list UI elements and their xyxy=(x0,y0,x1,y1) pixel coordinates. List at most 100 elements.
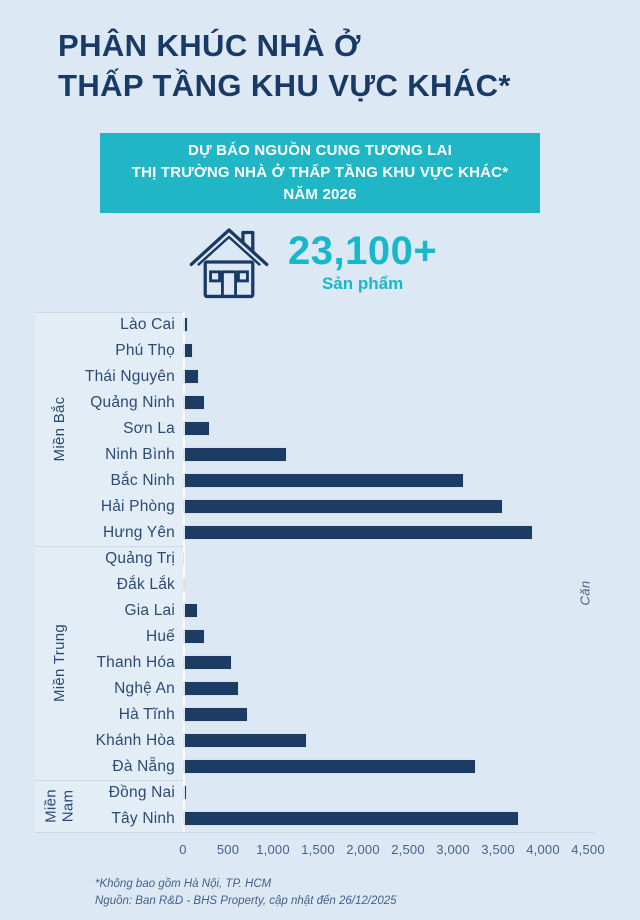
bar-track xyxy=(183,728,595,754)
bar-track xyxy=(183,338,595,364)
category-label: Ninh Bình xyxy=(105,446,175,463)
category-label: Quảng Ninh xyxy=(90,394,175,411)
chart-row: Thái Nguyên xyxy=(35,364,595,390)
bar-track xyxy=(183,806,595,832)
bar xyxy=(183,811,519,826)
bar-track xyxy=(183,494,595,520)
bar xyxy=(183,707,248,722)
chart-row: Quảng Ninh xyxy=(35,390,595,416)
bar-track xyxy=(183,702,595,728)
category-label: Thái Nguyên xyxy=(84,368,175,385)
x-axis: 0 500 1,000 1,500 2,000 2,500 3,000 3,500 4,000 4… xyxy=(179,833,604,863)
page-title: PHÂN KHÚC NHÀ Ở THẤP TẦNG KHU VỰC KHÁC* xyxy=(58,26,598,105)
category-label: Phú Thọ xyxy=(115,342,175,359)
chart-group: Miền Trung Quảng Trị Đắk Lắk Gia Lai Huế Than… xyxy=(35,546,595,780)
bar xyxy=(183,421,210,436)
x-axis-tick: 3,500 xyxy=(481,842,515,857)
bar-track xyxy=(183,546,595,572)
chart-row: Hà Tĩnh xyxy=(35,702,595,728)
category-label: Hưng Yên xyxy=(102,524,175,541)
house-icon xyxy=(189,228,269,299)
category-label: Lào Cai xyxy=(120,316,175,333)
bar-track xyxy=(183,754,595,780)
chart-row: Hải Phòng xyxy=(35,494,595,520)
bar xyxy=(183,369,199,384)
category-label: Huế xyxy=(145,628,175,645)
chart-plot-area: Miền Bắc Lào Cai Phú Thọ Thái Nguyên Quảng N… xyxy=(35,312,595,833)
subtitle-banner: DỰ BÁO NGUỒN CUNG TƯƠNG LAI THỊ TRƯỜNG N… xyxy=(100,133,540,213)
bar-track xyxy=(183,780,595,806)
bar-track xyxy=(183,390,595,416)
bar xyxy=(183,473,464,488)
bar xyxy=(183,577,186,592)
category-label: Tây Ninh xyxy=(111,810,175,827)
banner-line3: NĂM 2026 xyxy=(283,185,357,203)
chart-row: Quảng Trị xyxy=(35,546,595,572)
y-axis-unit-label: Căn xyxy=(577,580,593,606)
bar xyxy=(183,785,187,800)
category-label: Quảng Trị xyxy=(105,550,175,567)
bar-track xyxy=(183,572,595,598)
banner-line1: DỰ BÁO NGUỒN CUNG TƯƠNG LAI xyxy=(188,142,452,160)
chart-row: Sơn La xyxy=(35,416,595,442)
category-label: Bắc Ninh xyxy=(110,472,175,489)
total-supply-stat: 23,100+ Sản phẩm xyxy=(188,220,488,304)
x-axis-tick: 0 xyxy=(179,842,187,857)
chart-row: Lào Cai xyxy=(35,312,595,338)
chart-row: Đắk Lắk xyxy=(35,572,595,598)
bar-track xyxy=(183,312,595,338)
bar xyxy=(183,317,188,332)
category-label: Gia Lai xyxy=(124,602,175,619)
category-label: Nghệ An xyxy=(114,680,175,697)
chart-row: Ninh Bình xyxy=(35,442,595,468)
chart-row: Hưng Yên xyxy=(35,520,595,546)
category-label: Sơn La xyxy=(123,420,175,437)
category-label: Hà Tĩnh xyxy=(118,706,175,723)
category-label: Hải Phòng xyxy=(100,498,175,515)
chart-row: Thanh Hóa xyxy=(35,650,595,676)
chart-group: Miền Nam Đồng Nai Tây Ninh xyxy=(35,780,595,832)
bar xyxy=(183,681,239,696)
bar xyxy=(183,629,205,644)
chart-row: Bắc Ninh xyxy=(35,468,595,494)
x-axis-tick: 4,500 xyxy=(571,842,605,857)
x-axis-tick: 4,000 xyxy=(526,842,560,857)
stat-text: 23,100+ Sản phẩm xyxy=(288,230,437,294)
bar-track xyxy=(183,676,595,702)
chart-row: Gia Lai xyxy=(35,598,595,624)
bar-track xyxy=(183,650,595,676)
bar-chart: Miền Bắc Lào Cai Phú Thọ Thái Nguyên Quảng N… xyxy=(35,312,605,863)
stat-unit: Sản phẩm xyxy=(321,274,404,293)
bar-track xyxy=(183,364,595,390)
bar xyxy=(183,343,193,358)
footnote: *Không bao gồm Hà Nội, TP. HCM xyxy=(95,878,272,890)
bar xyxy=(183,551,185,566)
bar xyxy=(183,499,503,514)
bar-track xyxy=(183,624,595,650)
bar xyxy=(183,525,534,540)
page-title-line1: PHÂN KHÚC NHÀ Ở xyxy=(58,28,361,63)
category-label: Thanh Hóa xyxy=(96,654,175,671)
bar-track xyxy=(183,520,595,546)
chart-row: Phú Thọ xyxy=(35,338,595,364)
category-label: Khánh Hòa xyxy=(95,732,175,749)
bar xyxy=(183,447,288,462)
category-label: Đồng Nai xyxy=(108,784,175,801)
bar xyxy=(183,655,233,670)
chart-row: Nghệ An xyxy=(35,676,595,702)
x-axis-tick: 500 xyxy=(216,842,240,857)
bar-track xyxy=(183,442,595,468)
bar xyxy=(183,759,477,774)
chart-row: Tây Ninh xyxy=(35,806,595,832)
chart-group: Miền Bắc Lào Cai Phú Thọ Thái Nguyên Quảng N… xyxy=(35,312,595,546)
x-axis-tick: 2,000 xyxy=(346,842,380,857)
x-axis-tick: 1,500 xyxy=(301,842,335,857)
x-axis-tick: 3,000 xyxy=(436,842,470,857)
chart-row: Huế xyxy=(35,624,595,650)
bar xyxy=(183,395,206,410)
bar xyxy=(183,603,199,618)
category-label: Đắk Lắk xyxy=(116,576,175,593)
footer: *Không bao gồm Hà Nội, TP. HCM Nguồn: Ba… xyxy=(95,876,397,911)
x-axis-tick: 2,500 xyxy=(391,842,425,857)
